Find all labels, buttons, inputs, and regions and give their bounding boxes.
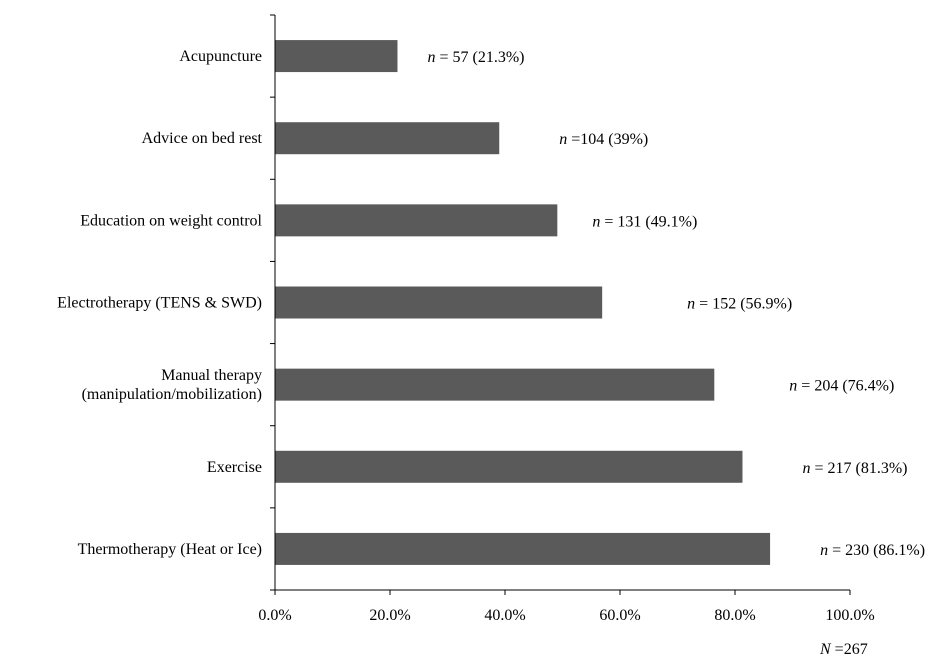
axes-group [270,14,851,595]
labels-group: Acupuncture Advice on bed rest Education o… [57,48,925,657]
category-label-0: Acupuncture [179,48,262,65]
x-tick-label-4: 80.0% [714,607,755,624]
category-label-1: Advice on bed rest [142,130,263,147]
category-label-line: Exercise [207,459,262,476]
bar-6 [275,532,771,565]
total-n-label: N =267 [819,641,868,657]
bars-group [275,40,771,565]
total-n-symbol: N [819,641,832,657]
data-label-6: n = 230 (86.1%) [820,542,925,559]
data-label-n: n [427,49,435,66]
data-label-value: = 230 (86.1%) [828,542,925,559]
data-label-1: n =104 (39%) [559,131,648,148]
data-label-n: n [592,213,600,230]
x-tick-label-1: 20.0% [369,607,410,624]
data-label-value: = 131 (49.1%) [600,213,697,230]
data-label-3: n = 152 (56.9%) [687,296,792,313]
category-label-line: (manipulation/mobilization) [82,386,262,403]
bar-2 [275,204,558,237]
data-label-n: n [687,296,695,313]
data-label-value: = 204 (76.4%) [797,378,894,395]
bar-4 [275,368,715,401]
data-label-value: =104 (39%) [567,131,648,148]
data-label-n: n [820,542,828,559]
data-label-n: n [559,131,567,148]
total-n-value: =267 [831,641,868,657]
bar-5 [275,450,743,483]
data-label-n: n [789,378,797,395]
x-tick-label-3: 60.0% [599,607,640,624]
category-label-line: Electrotherapy (TENS & SWD) [57,295,262,312]
data-label-4: n = 204 (76.4%) [789,378,894,395]
x-tick-label-5: 100.0% [825,607,874,624]
data-label-value: = 217 (81.3%) [810,460,907,477]
bar-0 [275,40,398,73]
category-label-line: Advice on bed rest [142,130,263,147]
category-label-3: Electrotherapy (TENS & SWD) [57,295,262,312]
category-label-5: Exercise [207,459,262,476]
x-tick-label-0: 0.0% [258,607,291,624]
category-label-4: Manual therapy (manipulation/mobilization… [82,367,262,403]
data-label-0: n = 57 (21.3%) [427,49,524,66]
data-label-5: n = 217 (81.3%) [802,460,907,477]
category-label-line: Thermotherapy (Heat or Ice) [78,541,262,558]
category-label-6: Thermotherapy (Heat or Ice) [78,541,262,558]
data-label-value: = 152 (56.9%) [695,296,792,313]
category-label-line: Acupuncture [179,48,262,65]
data-label-2: n = 131 (49.1%) [592,213,697,230]
category-label-line: Education on weight control [80,212,262,229]
category-label-line: Manual therapy [161,367,262,384]
x-tick-label-2: 40.0% [484,607,525,624]
bar-3 [275,286,603,319]
data-label-n: n [802,460,810,477]
data-label-value: = 57 (21.3%) [435,49,524,66]
category-label-2: Education on weight control [80,212,262,229]
bar-1 [275,122,500,155]
